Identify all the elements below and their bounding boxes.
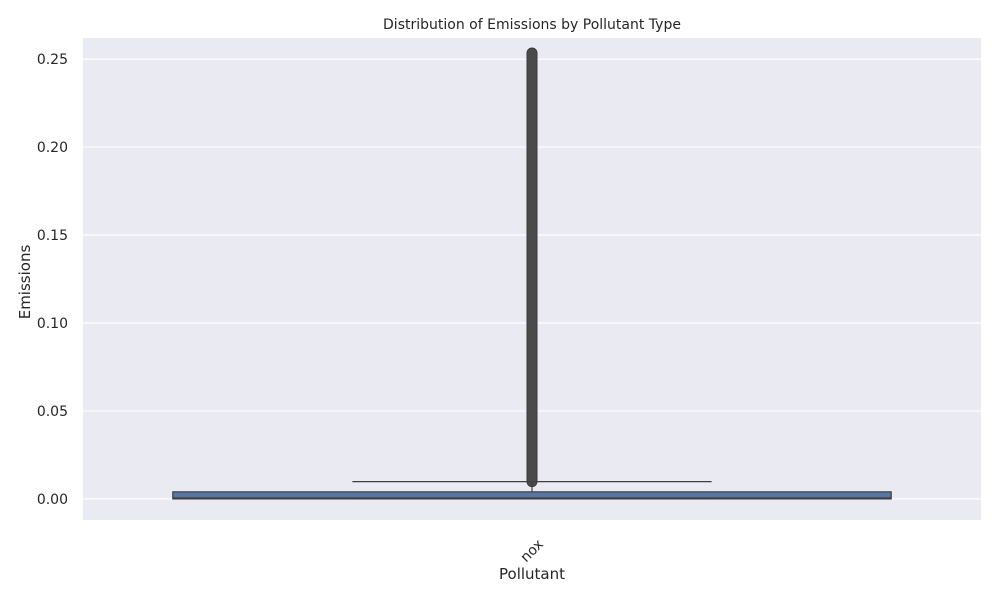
- box-layer: [172, 47, 892, 500]
- y-tick-labels: 0.00 0.05 0.10 0.15 0.20 0.25: [37, 52, 68, 508]
- y-tick-label: 0.05: [37, 404, 68, 420]
- y-axis-label: Emissions: [16, 245, 34, 320]
- x-axis-label: Pollutant: [499, 565, 565, 583]
- y-tick-label: 0.15: [37, 228, 68, 244]
- x-tick-label: nox: [518, 537, 547, 566]
- x-tick-labels: nox: [518, 537, 547, 566]
- y-tick-label: 0.20: [37, 140, 68, 156]
- box-nox: [172, 47, 892, 500]
- y-tick-label: 0.10: [37, 316, 68, 332]
- y-tick-label: 0.00: [37, 492, 68, 508]
- chart-title: Distribution of Emissions by Pollutant T…: [383, 17, 681, 33]
- y-tick-label: 0.25: [37, 52, 68, 68]
- box-iqr: [172, 491, 892, 500]
- outlier-points: [526, 47, 538, 488]
